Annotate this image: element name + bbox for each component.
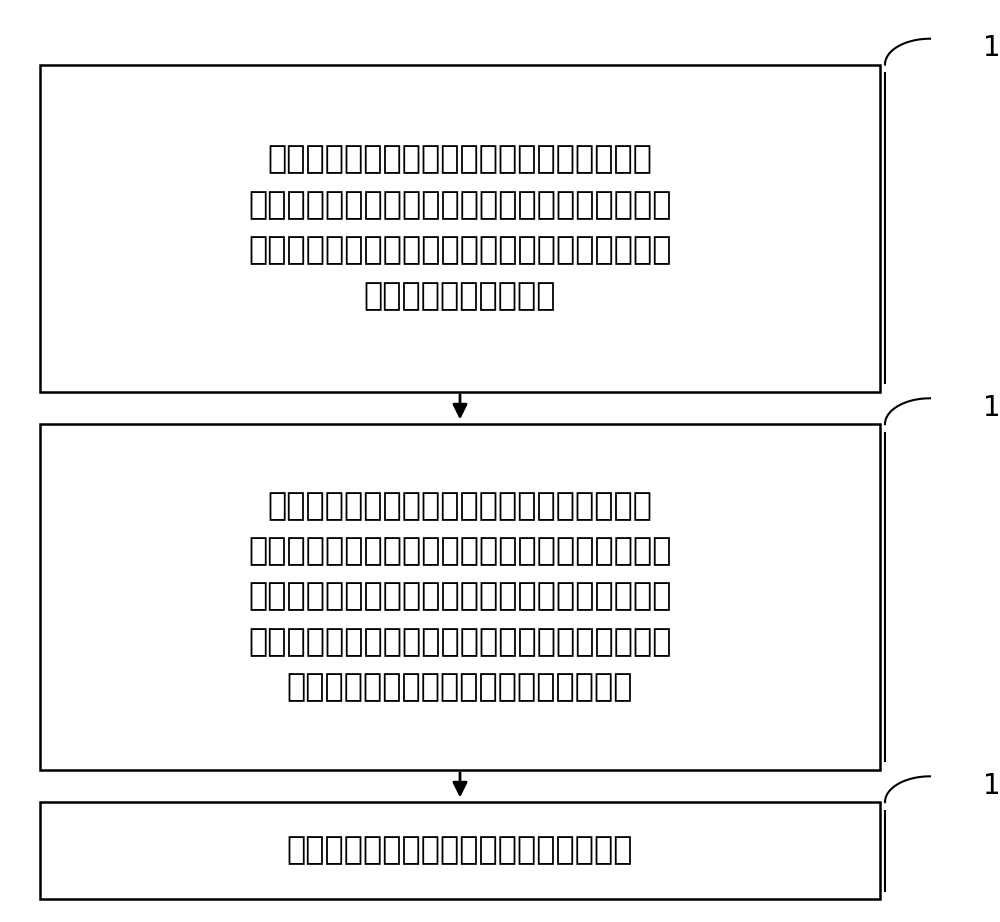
- Text: 103: 103: [983, 772, 1000, 799]
- Text: 获取叠前时间偏移后的地震数据，确定地震数
据中各样点的均方根速度和品质因子，根据各样点
均方根速度的范围，将各样点的品质因子调整至与
均方根速度相同的量级: 获取叠前时间偏移后的地震数据，确定地震数 据中各样点的均方根速度和品质因子，根据…: [248, 145, 672, 312]
- FancyBboxPatch shape: [40, 65, 880, 392]
- FancyBboxPatch shape: [40, 802, 880, 899]
- Text: 101: 101: [983, 34, 1000, 62]
- Text: 沿时间方向对地震数据进行分段，提取每段地
震数据的起始点和终止点所对应的均方根速度，根
据所述均方根速度确定每段地震数据中各样点品质
因子的校正系数，根据所述校: 沿时间方向对地震数据进行分段，提取每段地 震数据的起始点和终止点所对应的均方根速…: [248, 491, 672, 703]
- Text: 102: 102: [983, 394, 1000, 421]
- Text: 根据校正后的品质因子，确定地震层速度: 根据校正后的品质因子，确定地震层速度: [287, 835, 633, 866]
- FancyBboxPatch shape: [40, 424, 880, 770]
